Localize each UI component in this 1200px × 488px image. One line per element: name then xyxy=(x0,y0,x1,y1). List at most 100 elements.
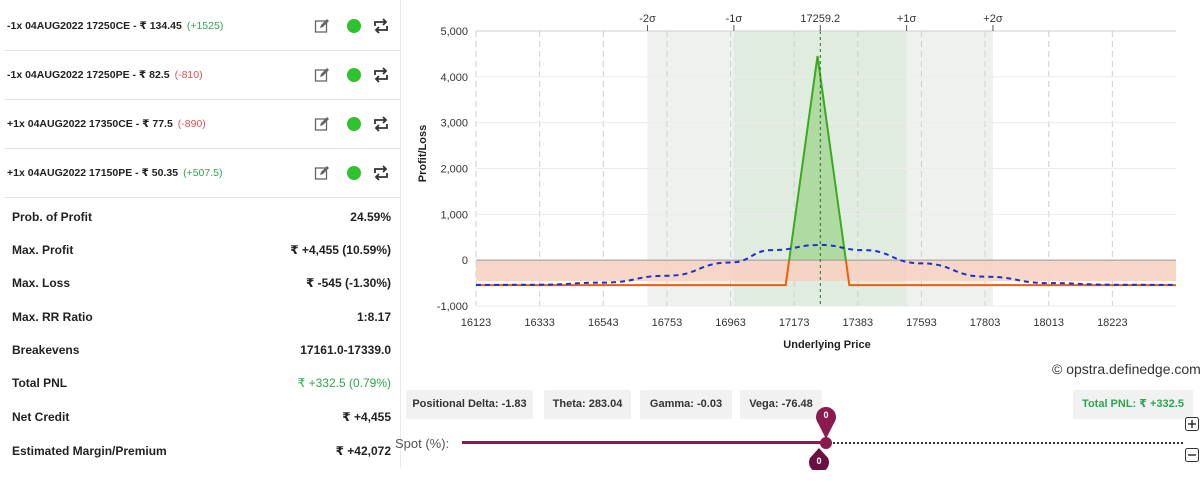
x-tick-label: 17803 xyxy=(970,317,1001,329)
payoff-line-loss-right xyxy=(844,260,1176,287)
leg-label: +1x 04AUG2022 17350CE - ₹ 77.5 (-890) xyxy=(7,118,206,130)
leg-label: -1x 04AUG2022 17250CE - ₹ 134.45 (+1525) xyxy=(7,20,224,32)
stat-label: Estimated Margin/Premium xyxy=(12,444,167,458)
leg-row[interactable]: +1x 04AUG2022 17150PE - ₹ 50.35 (+507.5) xyxy=(4,149,400,198)
stat-row: Net Credit ₹ +4,455 xyxy=(0,400,400,433)
leg-row[interactable]: +1x 04AUG2022 17350CE - ₹ 77.5 (-890) xyxy=(4,100,400,149)
stat-value: 24.59% xyxy=(350,210,391,224)
stat-value: ₹ -545 (-1.30%) xyxy=(305,276,391,290)
x-tick-label: 17383 xyxy=(843,317,874,329)
x-tick-label: 18013 xyxy=(1033,317,1064,329)
slider-value-pin-bottom: 0 xyxy=(804,448,834,488)
greek-vega: Vega: -76.48 xyxy=(740,390,822,419)
leg-pnl: (-810) xyxy=(174,69,203,81)
leg-row[interactable]: -1x 04AUG2022 17250CE - ₹ 134.45 (+1525) xyxy=(4,2,400,51)
stat-label: Max. RR Ratio xyxy=(12,310,93,324)
payoff-line-profit xyxy=(788,55,847,261)
x-tick-label: 16963 xyxy=(715,317,746,329)
slider-thumb[interactable] xyxy=(820,437,832,449)
status-dot-icon xyxy=(347,166,361,180)
pin-bottom-icon xyxy=(809,448,829,473)
y-tick-label: 0 xyxy=(462,255,468,267)
y-tick-label: 1,000 xyxy=(440,209,468,221)
zoom-in-icon[interactable] xyxy=(1185,417,1199,431)
watermark-credit: © opstra.definedge.com xyxy=(1052,361,1200,377)
x-tick-label: 16753 xyxy=(652,317,683,329)
slider-track xyxy=(828,442,1183,444)
slider-value-pin: 0 xyxy=(811,403,841,443)
top-axis-label: +1σ xyxy=(897,13,917,25)
panel-divider xyxy=(400,0,401,468)
x-tick-label: 16543 xyxy=(588,317,619,329)
slider-track-filled xyxy=(462,441,826,444)
payoff-chart[interactable]: -2σ -1σ 17259.2 +1σ +2σ -1,000 0 1,000 2,000 3,00… xyxy=(400,0,1200,385)
stat-label: Breakevens xyxy=(12,343,80,357)
stat-row: Breakevens 17161.0-17339.0 xyxy=(0,333,400,366)
stat-value: ₹ +4,455 xyxy=(342,410,391,424)
spot-label: Spot (%): xyxy=(395,436,450,451)
stat-row: Estimated Margin/Premium ₹ +42,072 xyxy=(0,434,400,467)
x-tick-label: 16333 xyxy=(524,317,555,329)
top-axis-label: +2σ xyxy=(983,13,1003,25)
stat-value: 17161.0-17339.0 xyxy=(300,343,391,357)
payoff-line-loss-left xyxy=(476,260,791,287)
pin-icon xyxy=(816,407,836,439)
leg-pnl: (-890) xyxy=(177,118,206,130)
leg-label: -1x 04AUG2022 17250PE - ₹ 82.5 (-810) xyxy=(7,69,203,81)
zoom-out-icon[interactable] xyxy=(1185,448,1199,462)
repeat-icon[interactable] xyxy=(372,67,390,83)
x-tick-label: 17173 xyxy=(779,317,810,329)
leg-pnl: (+507.5) xyxy=(183,167,223,179)
stat-label: Net Credit xyxy=(12,410,70,424)
stat-label: Prob. of Profit xyxy=(12,210,92,224)
stat-value: ₹ +332.5 (0.79%) xyxy=(297,376,391,390)
repeat-icon[interactable] xyxy=(372,165,390,181)
stat-row: Max. Loss ₹ -545 (-1.30%) xyxy=(0,266,400,299)
y-tick-label: 3,000 xyxy=(440,118,468,130)
y-tick-label: 5,000 xyxy=(440,26,468,38)
status-dot-icon xyxy=(347,19,361,33)
status-dot-icon xyxy=(347,117,361,131)
repeat-icon[interactable] xyxy=(372,116,390,132)
stat-value: ₹ +42,072 xyxy=(335,444,391,458)
leg-label: +1x 04AUG2022 17150PE - ₹ 50.35 (+507.5) xyxy=(7,167,223,179)
spot-slider[interactable] xyxy=(462,437,1200,449)
leg-pnl: (+1525) xyxy=(186,20,224,32)
greek-gamma: Gamma: -0.03 xyxy=(640,390,732,419)
stat-row: Max. Profit ₹ +4,455 (10.59%) xyxy=(0,233,400,266)
stat-row: Max. RR Ratio 1:8.17 xyxy=(0,300,400,333)
stat-value: 1:8.17 xyxy=(356,310,391,324)
stat-label: Total PNL xyxy=(12,376,68,390)
repeat-icon[interactable] xyxy=(372,18,390,34)
y-tick-label: 2,000 xyxy=(440,164,468,176)
loss-zone xyxy=(476,260,1176,281)
top-axis-label: -2σ xyxy=(639,13,656,25)
x-tick-label: 18223 xyxy=(1097,317,1128,329)
left-panel: -1x 04AUG2022 17250CE - ₹ 134.45 (+1525) … xyxy=(0,0,400,468)
x-axis-title: Underlying Price xyxy=(783,339,870,351)
slider-value-top: 0 xyxy=(823,410,829,420)
stat-row: Total PNL ₹ +332.5 (0.79%) xyxy=(0,366,400,399)
stat-label: Max. Loss xyxy=(12,276,71,290)
expected-pnl-curve xyxy=(475,243,1177,286)
greek-theta: Theta: 283.04 xyxy=(544,390,631,419)
x-tick-label: 17593 xyxy=(906,317,937,329)
y-tick-label: -1,000 xyxy=(437,301,468,313)
x-tick-label: 16123 xyxy=(461,317,492,329)
leg-row[interactable]: -1x 04AUG2022 17250PE - ₹ 82.5 (-810) xyxy=(4,51,400,100)
profit-zone xyxy=(789,55,846,261)
status-dot-icon xyxy=(347,68,361,82)
stat-row: Prob. of Profit 24.59% xyxy=(0,200,400,233)
top-axis-label: 17259.2 xyxy=(800,13,840,25)
edit-icon[interactable] xyxy=(314,67,330,83)
slider-value-bottom: 0 xyxy=(816,456,822,466)
y-tick-label: 4,000 xyxy=(440,72,468,84)
stat-value: ₹ +4,455 (10.59%) xyxy=(290,243,391,257)
greek-delta: Positional Delta: -1.83 xyxy=(406,390,533,419)
top-axis-label: -1σ xyxy=(726,13,743,25)
total-pnl-badge: Total PNL: ₹ +332.5 xyxy=(1073,390,1193,419)
edit-icon[interactable] xyxy=(314,18,330,34)
y-axis-title: Profit/Loss xyxy=(417,125,429,182)
edit-icon[interactable] xyxy=(314,116,330,132)
edit-icon[interactable] xyxy=(314,165,330,181)
